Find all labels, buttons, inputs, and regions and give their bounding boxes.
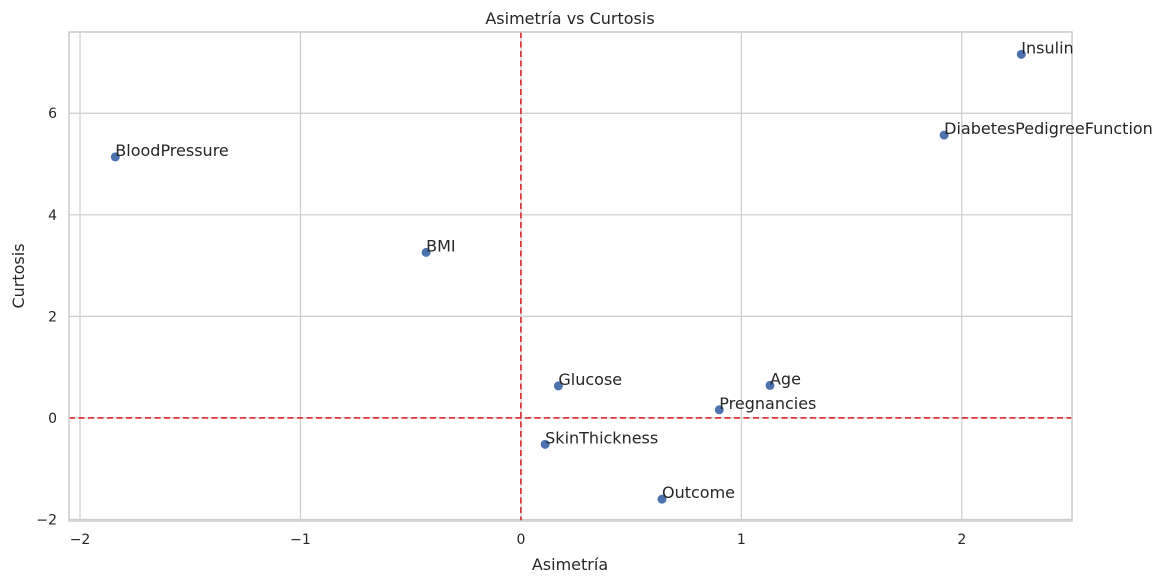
y-tick-label: 0 <box>48 411 57 427</box>
point-label-insulin: Insulin <box>1021 38 1073 57</box>
x-tick-label: 2 <box>957 532 966 548</box>
point-label-skin-thickness: SkinThickness <box>545 428 658 447</box>
y-tick-label: 6 <box>48 106 57 122</box>
chart-title: Asimetría vs Curtosis <box>485 9 654 28</box>
y-tick-label: 4 <box>48 208 57 224</box>
point-outcome <box>657 494 667 504</box>
point-label-blood-pressure: BloodPressure <box>115 141 228 160</box>
point-diabetes-pedigree-function <box>939 130 949 140</box>
plot-frame <box>68 31 1073 522</box>
y-axis-label: Curtosis <box>9 243 28 308</box>
point-bmi <box>421 247 431 257</box>
point-pregnancies <box>714 405 724 415</box>
point-age <box>765 380 775 390</box>
point-label-age: Age <box>770 369 801 388</box>
point-insulin <box>1016 49 1026 59</box>
point-label-glucose: Glucose <box>558 370 622 389</box>
point-label-pregnancies: Pregnancies <box>719 394 816 413</box>
x-tick-label: −1 <box>290 532 311 548</box>
point-labels: Pregnancies Glucose BloodPressure SkinThick… <box>115 38 1153 502</box>
x-axis-label: Asimetría <box>532 555 608 574</box>
point-label-diabetes-pedigree-function: DiabetesPedigreeFunction <box>944 119 1153 138</box>
tick-labels: −2 −1 0 1 2 −2 0 2 4 6 <box>36 106 966 548</box>
point-skin-thickness <box>540 439 550 449</box>
x-tick-label: 0 <box>516 532 525 548</box>
y-tick-label: 2 <box>48 309 57 325</box>
point-label-bmi: BMI <box>426 236 456 255</box>
point-glucose <box>553 381 563 391</box>
x-tick-label: −2 <box>70 532 91 548</box>
grid-layer <box>69 32 1072 521</box>
reference-lines <box>69 32 1072 521</box>
y-tick-label: −2 <box>36 512 57 528</box>
data-points <box>110 49 1026 504</box>
point-blood-pressure <box>110 152 120 162</box>
point-label-outcome: Outcome <box>662 483 735 502</box>
x-tick-label: 1 <box>737 532 746 548</box>
